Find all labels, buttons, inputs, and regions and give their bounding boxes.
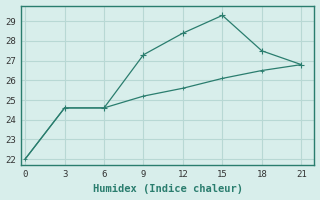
X-axis label: Humidex (Indice chaleur): Humidex (Indice chaleur) <box>93 184 243 194</box>
